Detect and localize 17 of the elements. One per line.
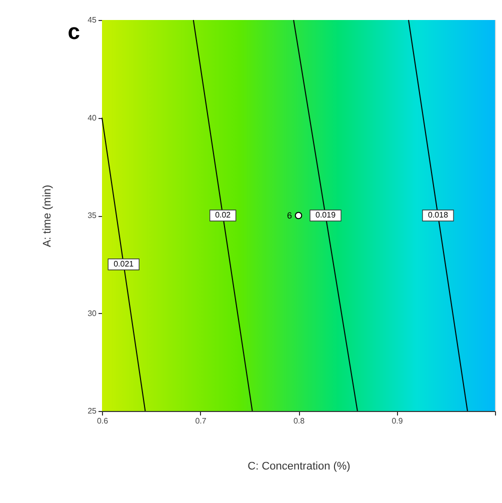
y-tick-label: 35 [88, 211, 98, 220]
series-label: 0.021 [114, 259, 134, 268]
x-tick-label: 0.7 [195, 416, 207, 426]
x-tick-label: 0.6 [96, 416, 109, 426]
y-tick-label: 40 [88, 113, 98, 122]
x-tick-label: 0.9 [392, 416, 404, 426]
y-tick-label: 30 [88, 308, 98, 318]
y-axis-title: A: time (min) [42, 184, 54, 248]
series-label: 0.02 [215, 210, 232, 220]
x-tick-label: 0.8 [293, 416, 306, 426]
y-tick-label: 25 [88, 406, 98, 416]
series-label: 0.018 [428, 210, 449, 220]
y-tick-label: 45 [88, 16, 98, 24]
annotation: 6 [286, 210, 292, 220]
chart-title: c [68, 19, 80, 44]
x-axis-title: C: Concentration (%) [248, 460, 350, 472]
series-label: 0.019 [316, 210, 336, 220]
